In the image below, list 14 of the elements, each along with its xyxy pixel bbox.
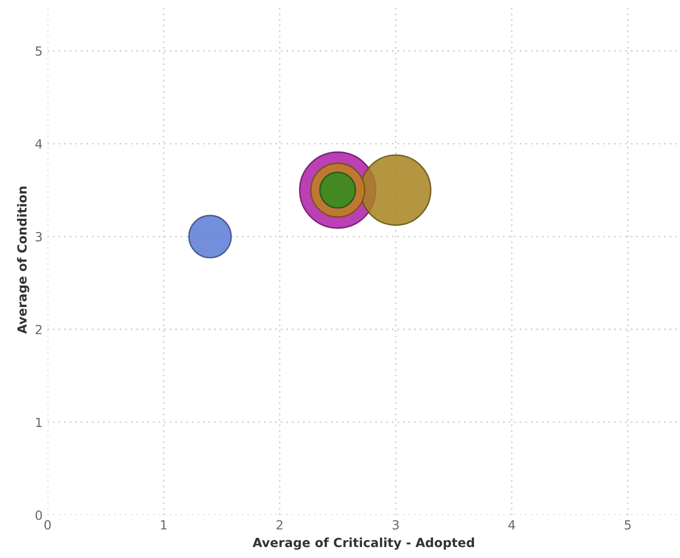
x-tick-label: 0 <box>44 520 51 530</box>
y-axis-title: Average of Condition <box>17 186 30 334</box>
x-tick-label: 3 <box>392 520 399 530</box>
x-tick-label: 2 <box>276 520 282 530</box>
y-tick-label: 4 <box>35 139 42 148</box>
x-tick-label: 1 <box>161 520 166 530</box>
y-tick-label: 2 <box>36 324 42 334</box>
y-tick-label: 1 <box>36 418 42 427</box>
x-tick-label: 5 <box>624 520 631 530</box>
y-tick-label: 3 <box>36 232 42 242</box>
y-tick-label: 5 <box>36 46 42 56</box>
x-axis-title: Average of Criticality - Adopted <box>252 538 474 550</box>
y-tick-label: 0 <box>36 510 42 520</box>
x-tick-label: 4 <box>508 520 516 530</box>
